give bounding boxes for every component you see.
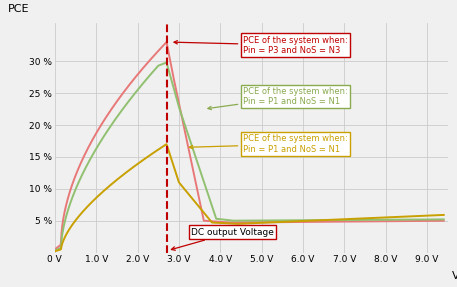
Text: DC output Voltage: DC output Voltage — [171, 228, 274, 250]
Text: PCE of the system when:
Pin = P3 and NoS = N3: PCE of the system when: Pin = P3 and NoS… — [174, 36, 348, 55]
Text: PCE of the system when:
Pin = P1 and NoS = N1: PCE of the system when: Pin = P1 and NoS… — [208, 87, 348, 110]
Text: PCE of the system when:
Pin = P1 and NoS = N1: PCE of the system when: Pin = P1 and NoS… — [189, 134, 348, 154]
Text: PCE: PCE — [8, 4, 29, 14]
Text: Vout: Vout — [452, 271, 457, 281]
